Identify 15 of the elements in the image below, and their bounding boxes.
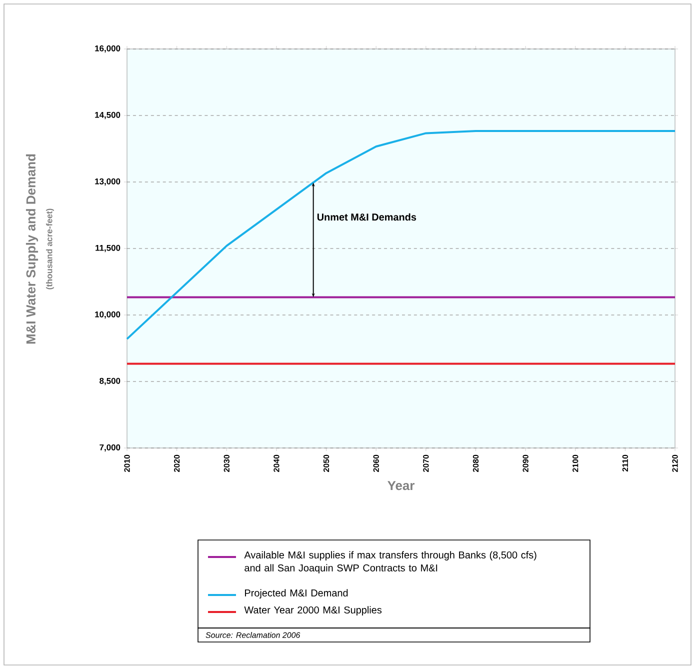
y-tick-label: 7,000 xyxy=(100,444,120,452)
y-tick-label: 14,500 xyxy=(95,112,120,120)
y-tick-label: 10,000 xyxy=(95,311,120,319)
legend-label: Projected M&I Demand xyxy=(245,589,348,598)
text: (thousand acre-feet) xyxy=(46,208,54,290)
y-axis-title: M&I Water Supply and Demand xyxy=(26,154,38,344)
legend-label: Available M&I supplies if max transfers through Banks (8,500 cfs) and all San Joaquin SWP Contracts to M&I xyxy=(244,551,536,574)
y-tick-label: 8,500 xyxy=(100,378,120,386)
y-tick-label: 13,000 xyxy=(95,178,120,186)
annotation: Unmet M&I Demands xyxy=(317,213,416,221)
x-axis-title: Year xyxy=(388,481,414,490)
line-series xyxy=(126,130,676,340)
y-tick-label: 11,500 xyxy=(96,244,120,252)
legend-label: Water Year 2000 M&I Supplies xyxy=(244,606,382,616)
y-tick-label: 16,000 xyxy=(95,45,120,53)
